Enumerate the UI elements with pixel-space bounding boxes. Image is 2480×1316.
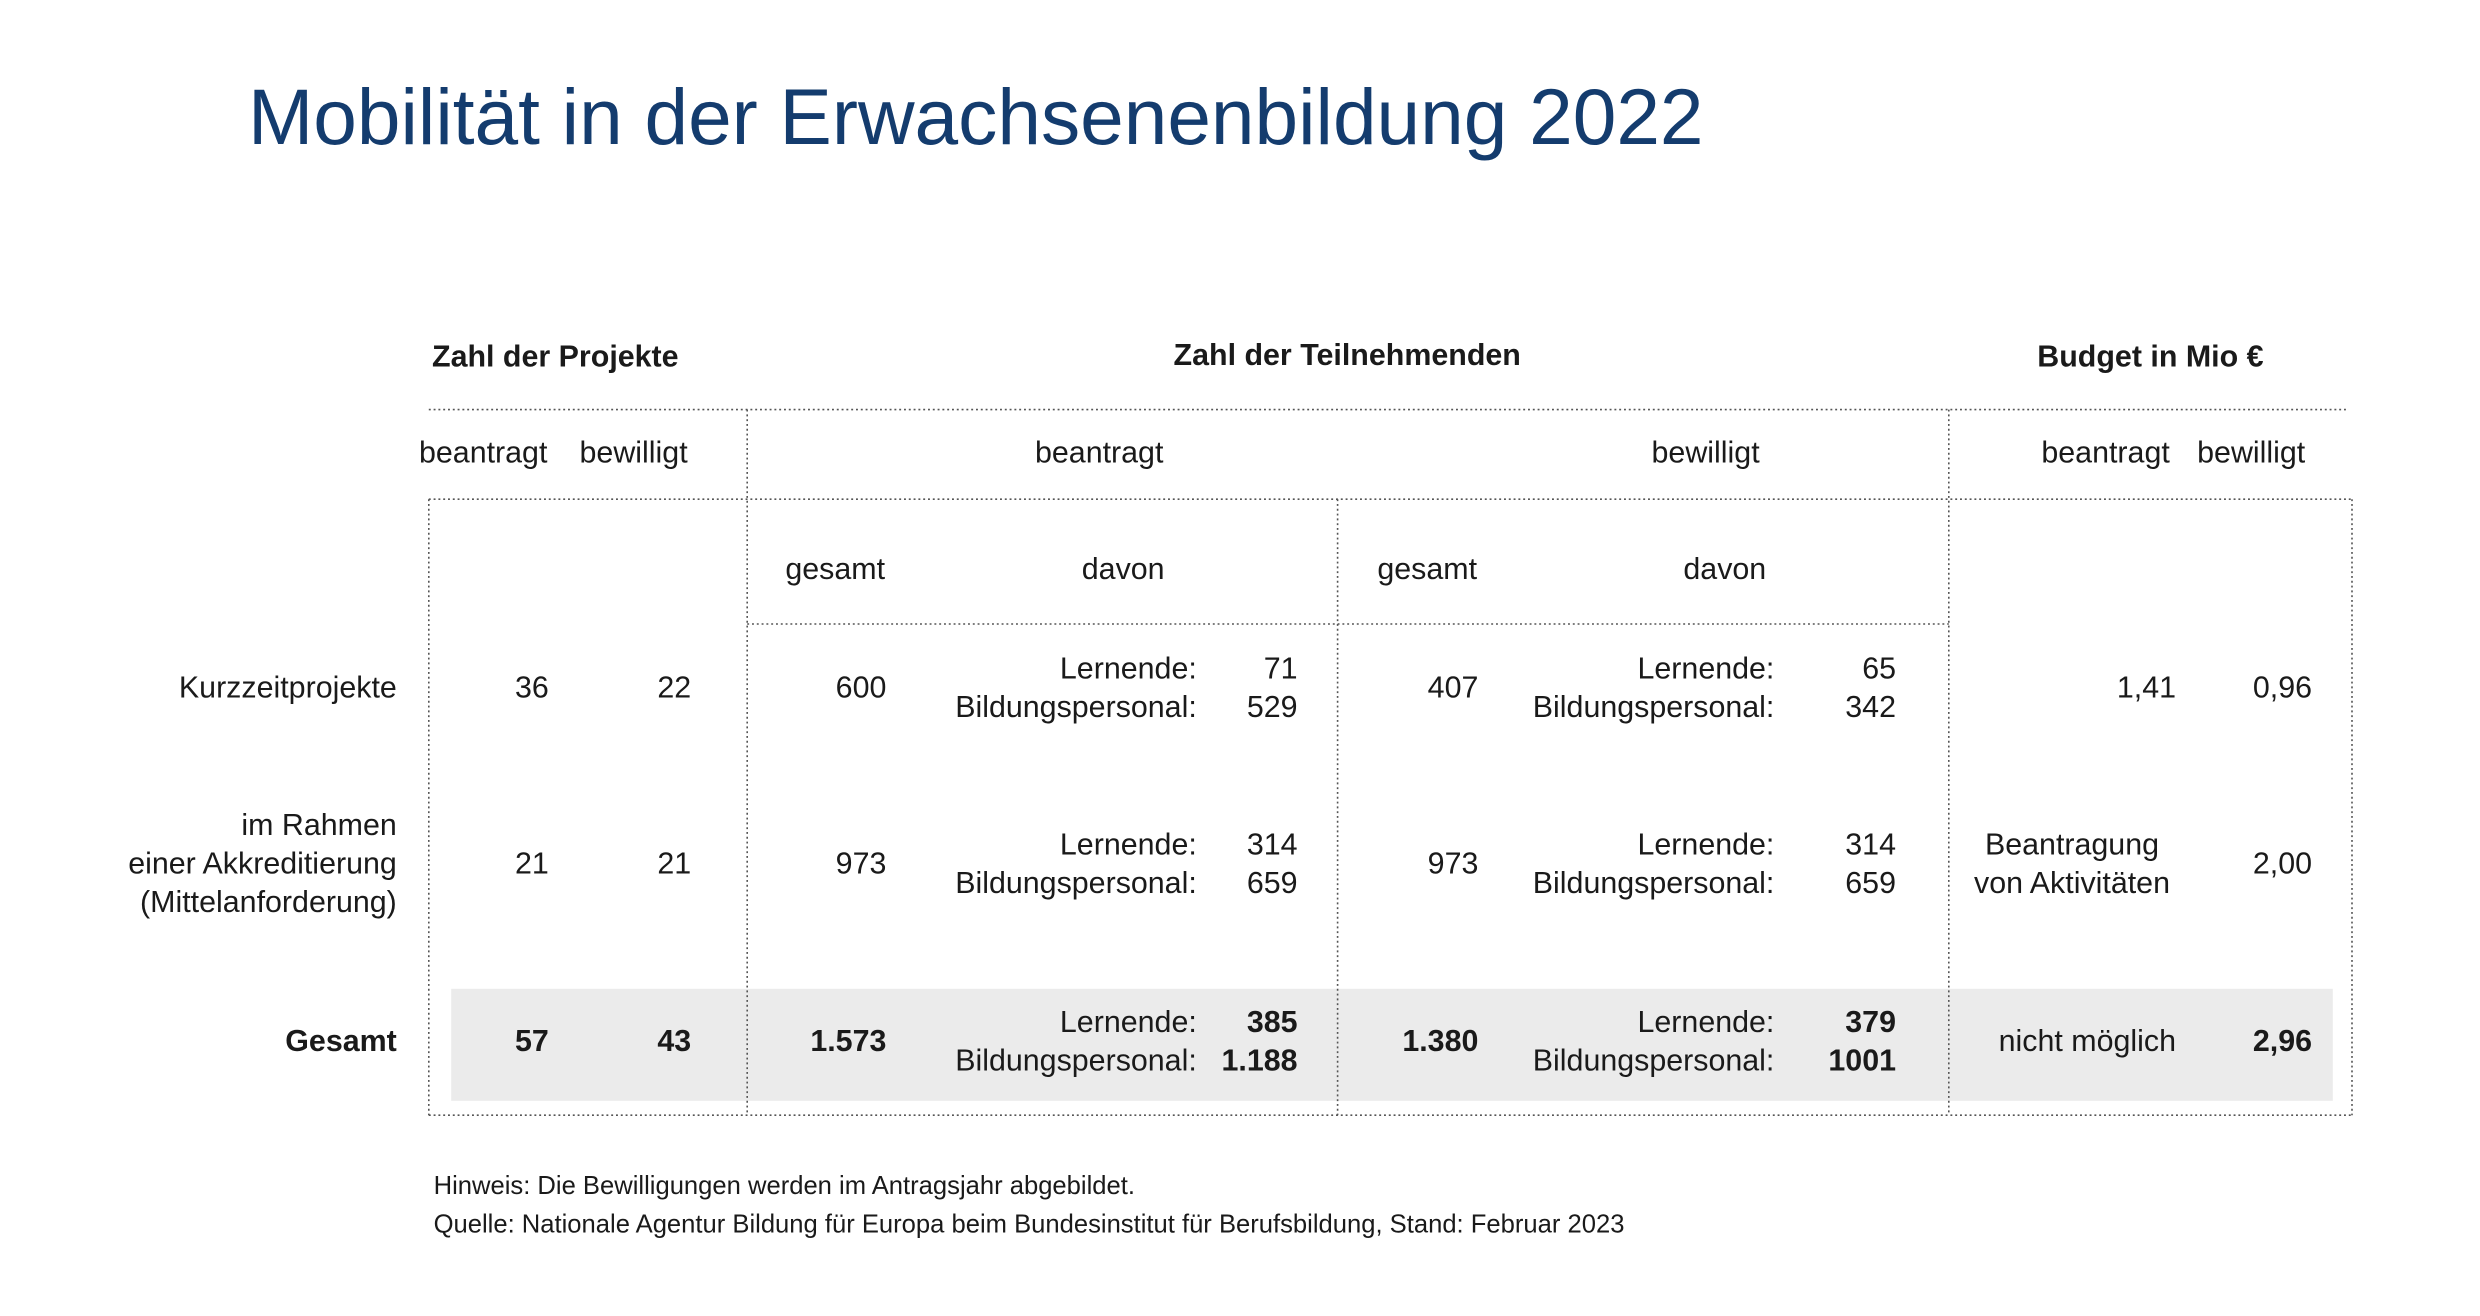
cell: 600 bbox=[836, 671, 887, 705]
cell: 1001 bbox=[1828, 1043, 1896, 1077]
cell: 342 bbox=[1845, 690, 1896, 724]
cell: 22 bbox=[657, 671, 691, 705]
row-label: Kurzzeitprojekte bbox=[179, 671, 397, 705]
cell: 71 bbox=[1264, 651, 1298, 685]
cell: 314 bbox=[1247, 827, 1298, 861]
title: Mobilität in der Erwachsenenbildung 2022 bbox=[248, 73, 1704, 161]
cell: 43 bbox=[657, 1024, 691, 1058]
cell: 314 bbox=[1845, 827, 1896, 861]
group-header: Budget in Mio € bbox=[2037, 339, 2263, 373]
detail-header: gesamt bbox=[785, 552, 885, 586]
grid-lines bbox=[428, 408, 2353, 1116]
cell: nicht möglich bbox=[1999, 1024, 2176, 1058]
cell-label: Bildungspersonal: bbox=[955, 866, 1197, 900]
row-label: im Rahmen bbox=[241, 808, 396, 842]
cell: 21 bbox=[515, 847, 549, 881]
group-header: Zahl der Projekte bbox=[432, 339, 679, 373]
cell: 36 bbox=[515, 671, 549, 705]
cell-label: Bildungspersonal: bbox=[1533, 866, 1775, 900]
sub-header: beantragt bbox=[419, 435, 548, 469]
detail-header: davon bbox=[1082, 552, 1165, 586]
cell-label: Lernende: bbox=[1060, 651, 1197, 685]
sub-header: bewilligt bbox=[2197, 435, 2306, 469]
cell: 2,96 bbox=[2253, 1024, 2312, 1058]
cell: 973 bbox=[1428, 847, 1479, 881]
cell-label: Lernende: bbox=[1638, 651, 1775, 685]
cell: 659 bbox=[1845, 866, 1896, 900]
detail-header: gesamt bbox=[1377, 552, 1477, 586]
cell: 973 bbox=[836, 847, 887, 881]
row-label: einer Akkreditierung bbox=[128, 847, 397, 881]
cell: 1.380 bbox=[1402, 1024, 1478, 1058]
note: Quelle: Nationale Agentur Bildung für Eu… bbox=[434, 1210, 1625, 1238]
row-label: (Mittelanforderung) bbox=[140, 885, 397, 919]
total-row-band bbox=[451, 988, 2333, 1101]
cell-label: Bildungspersonal: bbox=[955, 690, 1197, 724]
cell-label: Lernende: bbox=[1060, 1005, 1197, 1039]
cell: von Aktivitäten bbox=[1974, 866, 2170, 900]
note: Hinweis: Die Bewilligungen werden im Ant… bbox=[434, 1172, 1135, 1200]
cell-label: Lernende: bbox=[1060, 827, 1197, 861]
cell-label: Lernende: bbox=[1638, 827, 1775, 861]
cell-label: Bildungspersonal: bbox=[1533, 690, 1775, 724]
sub-header: bewilligt bbox=[580, 435, 689, 469]
row-label: Gesamt bbox=[285, 1024, 397, 1058]
cell: 1.188 bbox=[1222, 1043, 1298, 1077]
detail-header: davon bbox=[1683, 552, 1766, 586]
sub-header: beantragt bbox=[2041, 435, 2170, 469]
cell: 2,00 bbox=[2253, 847, 2312, 881]
cell: 57 bbox=[515, 1024, 549, 1058]
cell-label: Lernende: bbox=[1638, 1005, 1775, 1039]
cell: 0,96 bbox=[2253, 671, 2312, 705]
cell: 1,41 bbox=[2117, 671, 2176, 705]
cell: 385 bbox=[1247, 1005, 1298, 1039]
cell: 21 bbox=[657, 847, 691, 881]
cell-label: Bildungspersonal: bbox=[955, 1043, 1197, 1077]
cell: 529 bbox=[1247, 690, 1298, 724]
cell-label: Bildungspersonal: bbox=[1533, 1043, 1775, 1077]
cell: 65 bbox=[1862, 651, 1896, 685]
cell: Beantragung bbox=[1985, 827, 2159, 861]
cell: 379 bbox=[1845, 1005, 1896, 1039]
cell: 659 bbox=[1247, 866, 1298, 900]
sub-header: beantragt bbox=[1035, 435, 1164, 469]
sub-header: bewilligt bbox=[1652, 435, 1761, 469]
group-header: Zahl der Teilnehmenden bbox=[1174, 338, 1521, 372]
cell: 407 bbox=[1428, 671, 1479, 705]
cell: 1.573 bbox=[810, 1024, 886, 1058]
